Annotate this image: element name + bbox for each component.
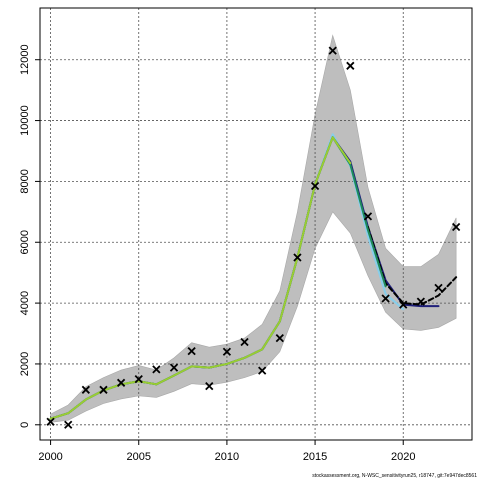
observation-point [169,363,179,372]
observation-point [451,222,461,232]
observation-point [399,300,408,309]
y-tick-label: 4000 [19,291,31,315]
observation-point [275,333,284,343]
observation-point [346,61,355,70]
observation-point [46,417,55,426]
y-tick-label: 0 [19,422,31,428]
observation-layer [46,46,461,429]
observation-point [293,253,302,262]
observation-point [416,297,426,306]
confidence-band-layer [50,34,457,423]
observation-point [328,46,337,55]
observation-point [81,385,90,394]
x-tick-label: 2000 [38,451,62,463]
footer-note: stockassessment.org, N-WSC_sensitivityru… [312,473,477,479]
y-tick-label: 8000 [19,169,31,193]
observation-point [116,378,126,387]
observation-point [205,382,214,391]
observation-point [434,283,443,293]
series-layer [49,133,458,420]
observation-point [240,337,249,347]
observation-point [64,420,73,429]
y-tick-label: 2000 [19,352,31,376]
x-tick-label: 2015 [303,451,327,463]
observation-point [222,347,232,356]
observation-point [152,365,161,374]
observation-point [99,385,108,394]
y-tick-label: 10000 [19,105,31,136]
plot-frame [39,7,473,441]
observation-point [381,294,390,303]
x-tick-label: 2020 [391,451,415,463]
y-tick-label: 12000 [19,44,31,75]
x-tick-label: 2010 [215,451,239,463]
confidence-band [50,34,457,423]
observation-point [363,212,373,221]
axis-layer: 2000 2005 2010 2015 2020 0 2000 4000 6000 8000 100… [19,44,415,463]
observation-point [310,181,320,191]
observation-point [187,347,196,356]
observation-point [258,366,267,375]
x-tick-label: 2005 [127,451,151,463]
grid-layer [40,8,472,440]
y-tick-label: 6000 [19,230,31,254]
observation-point [134,375,143,384]
